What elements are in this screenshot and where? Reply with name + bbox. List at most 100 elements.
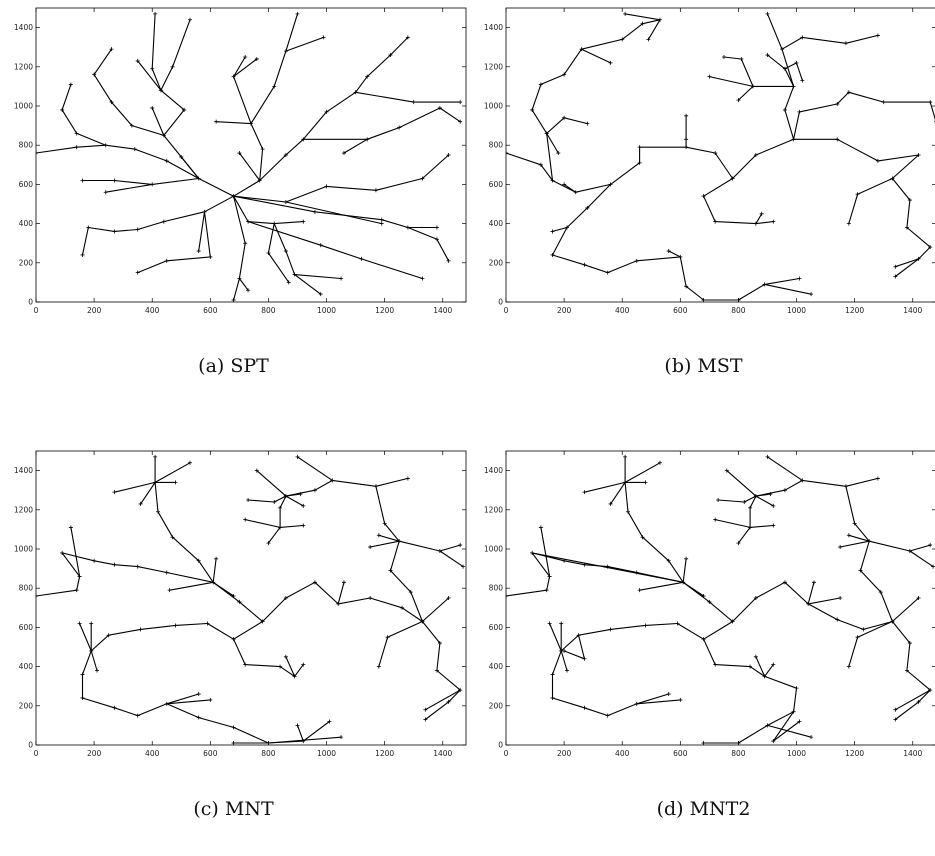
- node-marker: [164, 570, 169, 575]
- node-marker: [904, 668, 909, 673]
- node-marker: [153, 11, 158, 16]
- tree-edge: [607, 566, 638, 574]
- tree-edge: [108, 628, 142, 636]
- node-marker: [324, 109, 329, 114]
- y-tick-label: 200: [19, 701, 34, 710]
- node-marker: [103, 190, 108, 195]
- tree-edge: [540, 526, 551, 577]
- tree-edge: [764, 664, 774, 677]
- node-marker: [112, 705, 117, 710]
- node-marker: [77, 621, 82, 626]
- tree-edge: [384, 522, 400, 542]
- tree-edge: [857, 620, 893, 638]
- x-tick-label: 800: [731, 749, 746, 758]
- tree-edge: [113, 179, 153, 185]
- tree-edge: [848, 534, 870, 542]
- tree-edge: [172, 536, 200, 562]
- tree-edge: [755, 581, 786, 599]
- tree-edge: [90, 650, 98, 672]
- node-marker: [336, 601, 341, 606]
- node-marker: [538, 162, 543, 167]
- node-marker: [608, 627, 613, 632]
- node-marker: [765, 454, 770, 459]
- tree-edge: [279, 524, 304, 528]
- tree-edge: [369, 540, 400, 548]
- node-marker: [272, 221, 277, 226]
- tree-edge: [285, 13, 299, 52]
- node-marker: [753, 494, 758, 499]
- node-marker: [301, 137, 306, 142]
- node-marker: [80, 178, 85, 183]
- node-marker: [875, 158, 880, 163]
- node-marker: [36, 151, 38, 156]
- node-marker: [150, 66, 155, 71]
- node-marker: [246, 288, 251, 293]
- tree-edge: [398, 540, 441, 552]
- node-marker: [582, 656, 587, 661]
- x-tick-label: 1200: [375, 306, 394, 315]
- tree-edge: [381, 219, 409, 229]
- node-marker: [657, 17, 662, 22]
- tree-edge: [212, 558, 217, 583]
- tree-edge: [764, 277, 800, 285]
- tree-edge: [583, 481, 626, 493]
- x-tick-label: 1000: [787, 306, 806, 315]
- tree-edge: [90, 634, 110, 652]
- tree-edge: [259, 148, 264, 182]
- node-marker: [446, 258, 451, 263]
- tree-edge: [781, 48, 795, 87]
- node-marker: [208, 697, 213, 702]
- tree-edge: [233, 726, 269, 744]
- tree-edge: [621, 23, 644, 40]
- node-marker: [835, 617, 840, 622]
- tree-edge: [909, 544, 931, 552]
- y-tick-label: 800: [19, 141, 34, 150]
- tree-edge: [105, 144, 136, 150]
- tree-edge: [583, 264, 609, 274]
- node-marker: [620, 37, 625, 42]
- node-marker: [385, 635, 390, 640]
- node-marker: [359, 256, 364, 261]
- node-marker: [301, 523, 306, 528]
- tree-edge: [250, 123, 264, 150]
- tree-edge: [439, 544, 461, 552]
- node-marker: [283, 153, 288, 157]
- tree-edge: [81, 650, 92, 675]
- x-tick-label: 400: [145, 749, 160, 758]
- tree-edge: [325, 91, 357, 113]
- node-marker: [748, 505, 753, 510]
- tree-edge: [714, 519, 751, 528]
- tree-edge: [836, 91, 850, 105]
- tree-edge: [375, 485, 386, 525]
- node-marker: [295, 11, 300, 16]
- node-marker: [739, 56, 744, 61]
- node-marker: [292, 674, 297, 679]
- tree-edge: [174, 622, 208, 626]
- tree-edge: [273, 50, 287, 87]
- node-marker: [187, 17, 192, 22]
- network-mnt2: [506, 454, 935, 745]
- node-marker: [461, 564, 466, 569]
- node-marker: [373, 188, 378, 193]
- tree-edge: [845, 34, 879, 44]
- tree-edge: [784, 479, 803, 491]
- node-marker: [382, 521, 387, 526]
- tree-edge: [749, 495, 757, 509]
- node-marker: [295, 723, 300, 728]
- tree-edge: [679, 256, 687, 287]
- caption-mst: (b) MST: [664, 355, 743, 377]
- node-marker: [759, 211, 764, 216]
- node-marker: [173, 480, 178, 485]
- node-marker: [771, 739, 776, 744]
- x-tick-label: 400: [615, 749, 630, 758]
- node-marker: [861, 627, 866, 632]
- tree-edge: [894, 689, 931, 711]
- node-marker: [675, 621, 680, 626]
- tree-edge: [708, 601, 734, 623]
- tree-edge: [848, 91, 885, 103]
- tree-edge: [610, 162, 641, 185]
- y-tick-label: 0: [28, 298, 33, 307]
- plot-frame: [505, 450, 935, 746]
- x-tick-label: 1400: [903, 306, 922, 315]
- node-marker: [646, 37, 651, 42]
